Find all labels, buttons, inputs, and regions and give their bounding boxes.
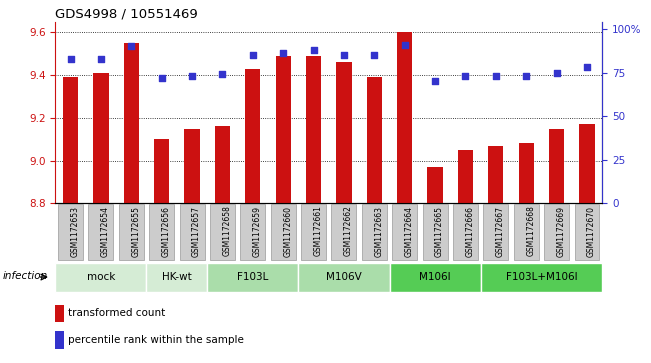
FancyBboxPatch shape: [331, 204, 356, 260]
Bar: [275, 56, 291, 203]
Point: [65, 56, 76, 62]
FancyBboxPatch shape: [271, 204, 296, 260]
Point: [400, 42, 410, 48]
Text: M106V: M106V: [326, 272, 362, 282]
FancyBboxPatch shape: [58, 204, 83, 260]
Text: GSM1172666: GSM1172666: [465, 205, 475, 257]
Bar: [55, 305, 64, 322]
FancyBboxPatch shape: [389, 263, 480, 293]
Bar: [549, 129, 564, 203]
Text: HK-wt: HK-wt: [162, 272, 192, 282]
Text: GSM1172657: GSM1172657: [192, 205, 201, 257]
Text: GSM1172654: GSM1172654: [101, 205, 110, 257]
Text: GSM1172659: GSM1172659: [253, 205, 262, 257]
Text: GSM1172667: GSM1172667: [496, 205, 505, 257]
Text: GSM1172661: GSM1172661: [314, 205, 322, 257]
Bar: [519, 143, 534, 203]
Bar: [63, 77, 78, 203]
FancyBboxPatch shape: [89, 204, 113, 260]
FancyBboxPatch shape: [301, 204, 326, 260]
Text: GDS4998 / 10551469: GDS4998 / 10551469: [55, 8, 198, 21]
FancyBboxPatch shape: [484, 204, 508, 260]
Text: infection: infection: [3, 271, 48, 281]
Point: [339, 52, 349, 58]
Point: [369, 52, 380, 58]
Bar: [124, 43, 139, 203]
FancyBboxPatch shape: [422, 204, 447, 260]
Bar: [306, 56, 321, 203]
Text: GSM1172665: GSM1172665: [435, 205, 444, 257]
Bar: [55, 331, 64, 349]
Point: [217, 72, 228, 77]
Text: GSM1172663: GSM1172663: [374, 205, 383, 257]
Bar: [337, 62, 352, 203]
Point: [156, 75, 167, 81]
Bar: [367, 77, 382, 203]
Bar: [488, 146, 503, 203]
Point: [491, 73, 501, 79]
Point: [460, 73, 471, 79]
Text: GSM1172670: GSM1172670: [587, 205, 596, 257]
Bar: [397, 32, 412, 203]
FancyBboxPatch shape: [149, 204, 174, 260]
Point: [187, 73, 197, 79]
Text: GSM1172658: GSM1172658: [223, 205, 231, 257]
FancyBboxPatch shape: [575, 204, 600, 260]
FancyBboxPatch shape: [362, 204, 387, 260]
Bar: [458, 150, 473, 203]
Bar: [579, 124, 594, 203]
Point: [278, 50, 288, 56]
Text: percentile rank within the sample: percentile rank within the sample: [68, 335, 244, 345]
Bar: [184, 129, 200, 203]
FancyBboxPatch shape: [55, 263, 146, 293]
Text: GSM1172656: GSM1172656: [161, 205, 171, 257]
FancyBboxPatch shape: [207, 263, 298, 293]
Point: [551, 70, 562, 76]
Text: F103L+M106I: F103L+M106I: [506, 272, 577, 282]
Point: [582, 65, 592, 70]
Bar: [93, 73, 109, 203]
Bar: [245, 69, 260, 203]
FancyBboxPatch shape: [180, 204, 204, 260]
Point: [521, 73, 531, 79]
FancyBboxPatch shape: [119, 204, 144, 260]
FancyBboxPatch shape: [393, 204, 417, 260]
Point: [96, 56, 106, 62]
Text: transformed count: transformed count: [68, 308, 166, 318]
Text: GSM1172660: GSM1172660: [283, 205, 292, 257]
Bar: [154, 139, 169, 203]
Point: [430, 78, 440, 84]
FancyBboxPatch shape: [514, 204, 538, 260]
Text: GSM1172664: GSM1172664: [405, 205, 413, 257]
Point: [126, 44, 137, 49]
Text: GSM1172662: GSM1172662: [344, 205, 353, 257]
Text: GSM1172653: GSM1172653: [70, 205, 79, 257]
FancyBboxPatch shape: [453, 204, 478, 260]
Point: [309, 47, 319, 53]
Bar: [215, 126, 230, 203]
FancyBboxPatch shape: [480, 263, 602, 293]
Text: F103L: F103L: [237, 272, 268, 282]
FancyBboxPatch shape: [544, 204, 569, 260]
FancyBboxPatch shape: [146, 263, 207, 293]
Bar: [428, 167, 443, 203]
Text: GSM1172655: GSM1172655: [132, 205, 140, 257]
Text: mock: mock: [87, 272, 115, 282]
Point: [247, 52, 258, 58]
Text: M106I: M106I: [419, 272, 451, 282]
FancyBboxPatch shape: [210, 204, 235, 260]
Text: GSM1172668: GSM1172668: [526, 205, 535, 257]
Text: GSM1172669: GSM1172669: [557, 205, 566, 257]
FancyBboxPatch shape: [240, 204, 265, 260]
FancyBboxPatch shape: [298, 263, 389, 293]
